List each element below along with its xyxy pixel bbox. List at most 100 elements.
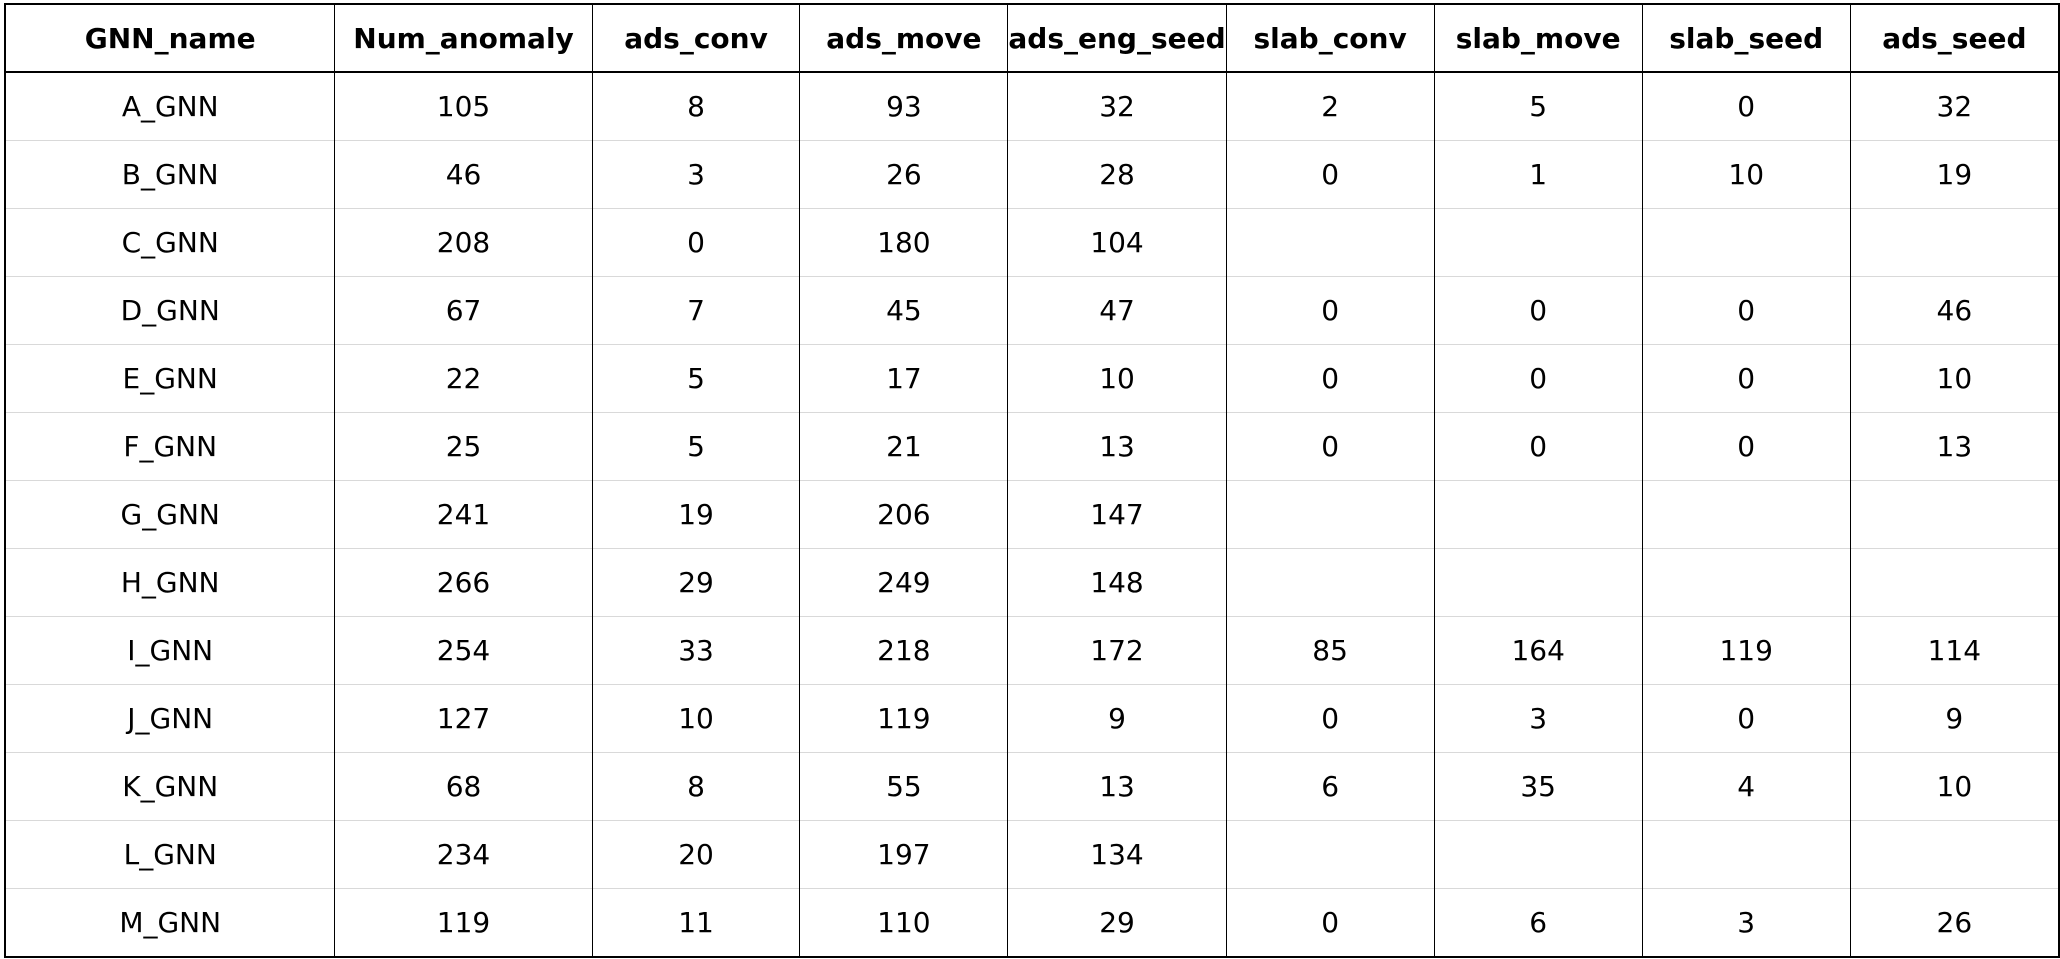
row-name-cell: L_GNN — [5, 820, 335, 889]
table-row: M_GNN 119 11 110 29 0 6 3 26 — [5, 888, 2059, 957]
table-cell: 11 — [591, 888, 800, 957]
table-cell: 147 — [1007, 480, 1227, 549]
table-cell: 0 — [1225, 344, 1435, 413]
table-cell — [1433, 208, 1643, 277]
table-cell: 206 — [799, 480, 1008, 549]
table-cell: 10 — [591, 684, 800, 753]
table-cell: 35 — [1433, 752, 1643, 821]
table-cell: 9 — [1849, 684, 2059, 753]
table-row: D_GNN 67 7 45 47 0 0 0 46 — [5, 276, 2059, 345]
table-cell: 110 — [799, 888, 1008, 957]
table-row: H_GNN 266 29 249 148 — [5, 548, 2059, 617]
column-header-ads-seed: ads_seed — [1849, 4, 2059, 73]
table-cell: 218 — [799, 616, 1008, 685]
column-header-gnn-name: GNN_name — [5, 4, 335, 73]
table-cell: 105 — [334, 72, 593, 141]
table-cell: 104 — [1007, 208, 1227, 277]
table-cell: 119 — [1641, 616, 1851, 685]
table-cell: 13 — [1007, 752, 1227, 821]
table-cell: 68 — [334, 752, 593, 821]
table-cell: 10 — [1849, 344, 2059, 413]
table-cell: 5 — [591, 412, 800, 481]
table-cell: 180 — [799, 208, 1008, 277]
table-cell: 5 — [591, 344, 800, 413]
table-cell: 1 — [1433, 140, 1643, 209]
row-name-cell: A_GNN — [121, 90, 219, 123]
table-cell: 85 — [1225, 616, 1435, 685]
table-cell: 46 — [1849, 276, 2059, 345]
table-cell: 26 — [1849, 888, 2059, 957]
table-cell: 208 — [334, 208, 593, 277]
table-cell: 19 — [591, 480, 800, 549]
table-cell: 4 — [1641, 752, 1851, 821]
table-cell: 10 — [1007, 344, 1227, 413]
table-cell: 0 — [591, 208, 800, 277]
table-cell — [1849, 548, 2059, 617]
table-cell: 0 — [1641, 684, 1851, 753]
table-cell: 127 — [334, 684, 593, 753]
table-cell: 25 — [334, 412, 593, 481]
row-name-cell: E_GNN — [5, 344, 335, 413]
table-cell: 93 — [799, 72, 1008, 141]
column-header-slab-seed: slab_seed — [1641, 4, 1851, 73]
table-cell: 0 — [1641, 344, 1851, 413]
table-row: A_GNN 105 8 93 32 2 5 0 32 — [5, 72, 2059, 141]
table-cell: 10 — [1641, 140, 1851, 209]
table-cell: 0 — [1641, 276, 1851, 345]
table-cell: 0 — [1433, 276, 1643, 345]
table-cell: 0 — [1641, 412, 1851, 481]
table-cell: 148 — [1007, 548, 1227, 617]
table-cell: 241 — [334, 480, 593, 549]
table-cell — [1225, 480, 1435, 549]
table-cell: 0 — [1225, 412, 1435, 481]
table-cell: 0 — [1225, 684, 1435, 753]
table-cell: 266 — [334, 548, 593, 617]
row-name-cell: I_GNN — [5, 616, 335, 685]
table-cell: 9 — [1007, 684, 1227, 753]
table-cell: 8 — [591, 752, 800, 821]
column-header-ads-move: ads_move — [799, 4, 1008, 73]
table-cell: 5 — [1433, 72, 1643, 141]
table-cell — [1225, 548, 1435, 617]
table-cell: 20 — [591, 820, 800, 889]
table-cell — [1433, 548, 1643, 617]
table-cell: 33 — [591, 616, 800, 685]
table-cell: 28 — [1007, 140, 1227, 209]
table-cell: 22 — [334, 344, 593, 413]
row-name-cell: H_GNN — [5, 548, 335, 617]
table-cell — [1849, 820, 2059, 889]
table-cell — [1849, 208, 2059, 277]
table-cell: 254 — [334, 616, 593, 685]
table-row: K_GNN 68 8 55 13 6 35 4 10 — [5, 752, 2059, 821]
table-cell — [1433, 480, 1643, 549]
column-header-slab-move: slab_move — [1433, 4, 1643, 73]
header-row: GNN_name Num_anomaly ads_conv ads_move a… — [5, 4, 2059, 73]
table-cell — [1225, 820, 1435, 889]
column-header-num-anomaly: Num_anomaly — [334, 4, 593, 73]
table-cell: 13 — [1849, 412, 2059, 481]
row-name-cell: M_GNN — [5, 888, 335, 957]
table-cell: 47 — [1007, 276, 1227, 345]
table-cell: 6 — [1433, 888, 1643, 957]
anomaly-table: GNN_name Num_anomaly ads_conv ads_move a… — [4, 3, 2060, 958]
table-row: C_GNN 208 0 180 104 — [5, 208, 2059, 277]
table-cell: 0 — [1433, 344, 1643, 413]
row-name-cell: G_GNN — [5, 480, 335, 549]
row-name-cell: B_GNN — [5, 140, 335, 209]
table-cell: 234 — [334, 820, 593, 889]
table-cell: 134 — [1007, 820, 1227, 889]
table-row: J_GNN 127 10 119 9 0 3 0 9 — [5, 684, 2059, 753]
table-row: E_GNN 22 5 17 10 0 0 0 10 — [5, 344, 2059, 413]
table-cell: 0 — [1225, 140, 1435, 209]
table-header: GNN_name Num_anomaly ads_conv ads_move a… — [5, 4, 2059, 73]
column-header-slab-conv: slab_conv — [1225, 4, 1435, 73]
table-cell: 119 — [334, 888, 593, 957]
table-cell: 172 — [1007, 616, 1227, 685]
table-cell — [1225, 208, 1435, 277]
row-name-cell: J_GNN — [5, 684, 335, 753]
table-cell: 7 — [591, 276, 800, 345]
table-cell: 0 — [1433, 412, 1643, 481]
table-cell: 10 — [1849, 752, 2059, 821]
table-cell: 164 — [1433, 616, 1643, 685]
table-body: A_GNN 105 8 93 32 2 5 0 32 B_GNN 46 3 26 28 0 1 10 19 C_GN… — [5, 72, 2059, 957]
